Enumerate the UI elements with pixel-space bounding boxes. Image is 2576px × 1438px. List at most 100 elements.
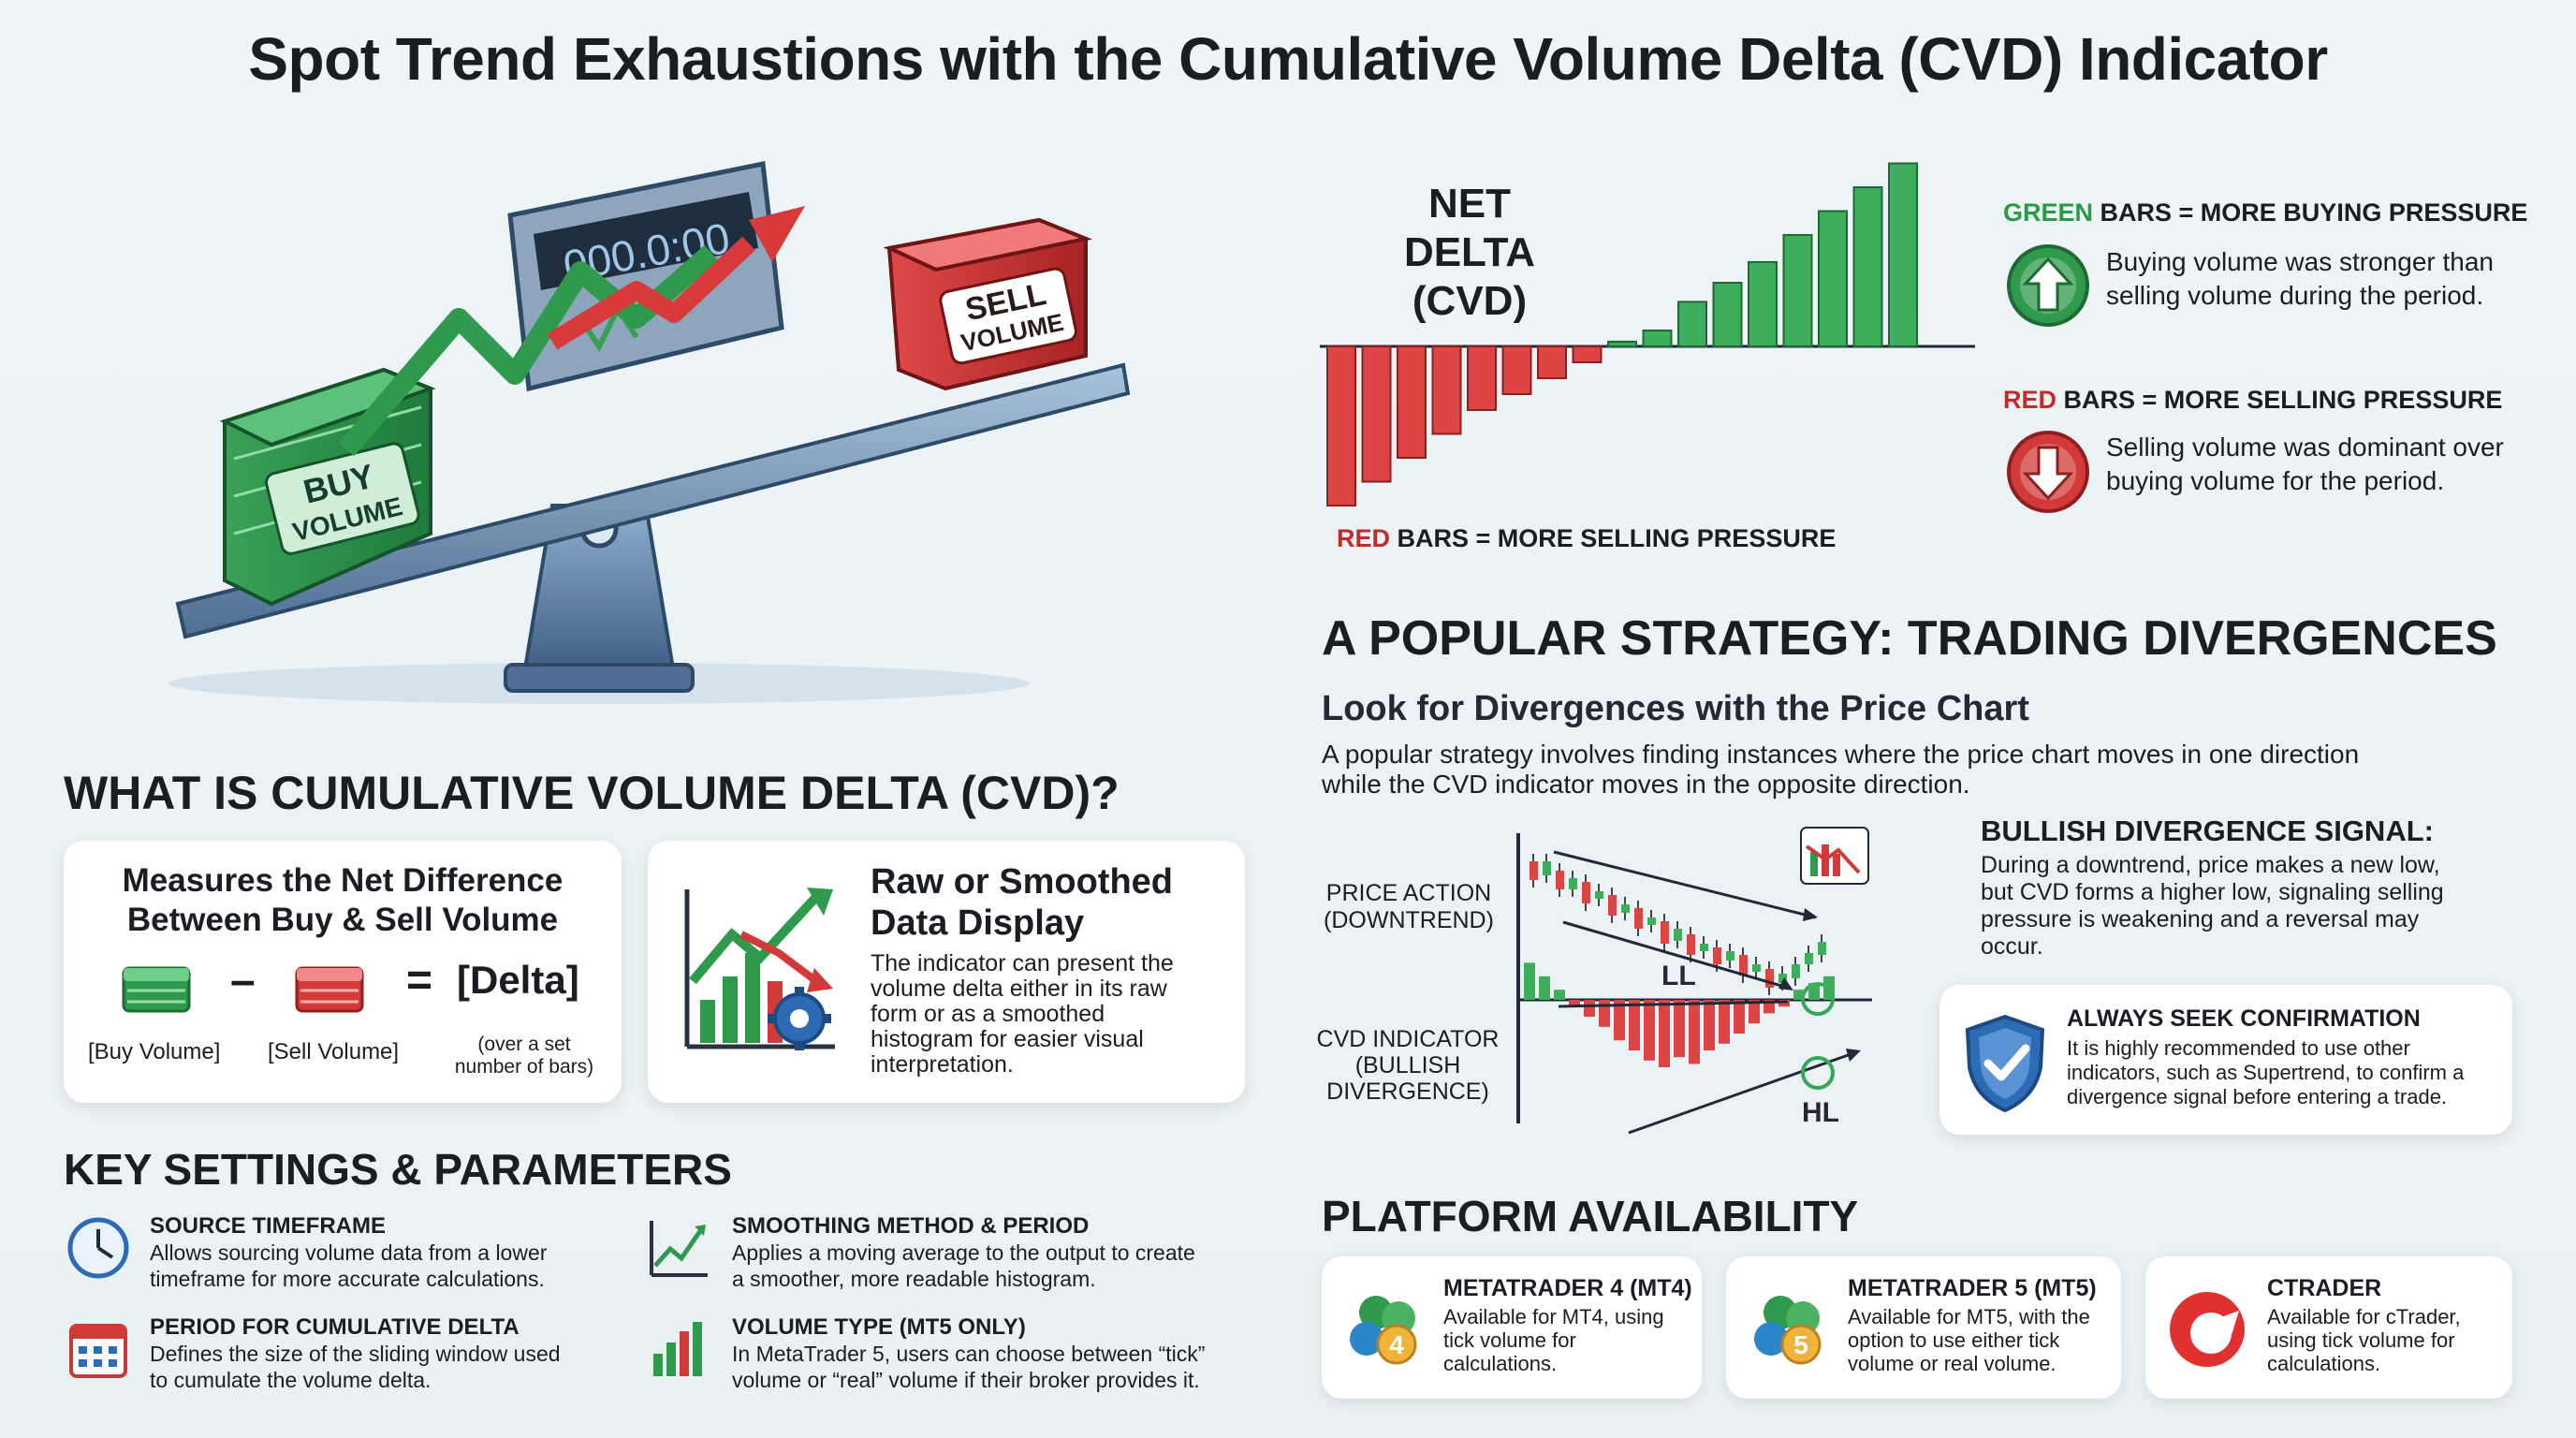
cvd-mini-bar (1823, 976, 1835, 1000)
sell-volume-stack: SELL VOLUME (883, 217, 1092, 391)
setting-period: PERIOD FOR CUMULATIVE DELTA Defines the … (150, 1314, 561, 1392)
down-trend-icon (1800, 827, 1869, 885)
cvd-indicator-label: CVD INDICATOR (BULLISH DIVERGENCE) (1316, 1026, 1500, 1105)
trend-line-icon (650, 1221, 708, 1277)
cvd-mini-bar (1644, 1000, 1655, 1061)
cvd-bar (1361, 345, 1392, 483)
equals-sign: = (406, 956, 433, 1005)
setting-volume-type: VOLUME TYPE (MT5 ONLY) In MetaTrader 5, … (732, 1314, 1206, 1392)
bullish-divergence-text: BULLISH DIVERGENCE SIGNAL: During a down… (1981, 814, 2444, 960)
cvd-bar (1572, 345, 1603, 363)
net-delta-chart (1320, 162, 1975, 506)
buy-money-icon (122, 966, 191, 1013)
price-candle (1739, 955, 1748, 976)
cvd-mini-bar (1808, 983, 1820, 1000)
cvd-bar (1677, 301, 1707, 347)
cvd-bar (1467, 345, 1497, 411)
settings-heading: KEY SETTINGS & PARAMETERS (64, 1145, 732, 1194)
platform-heading: PLATFORM AVAILABILITY (1322, 1192, 1859, 1240)
minus-sign: – (230, 956, 256, 1005)
price-candle (1674, 929, 1682, 941)
calendar-icon (69, 1324, 127, 1378)
price-candle (1569, 878, 1577, 889)
cvd-bar (1326, 345, 1356, 506)
svg-text:5: 5 (1793, 1330, 1808, 1359)
cvd-bar (1782, 234, 1813, 347)
metatrader5-logo-icon: 5 (1754, 1296, 1822, 1365)
ctrader-logo-icon (2170, 1292, 2245, 1367)
cvd-mini-bar (1584, 1000, 1595, 1017)
cvd-mini-bar (1734, 1000, 1745, 1034)
price-candle (1765, 969, 1774, 988)
setting-source-timeframe: SOURCE TIMEFRAME Allows sourcing volume … (150, 1213, 548, 1291)
svg-text:LL: LL (1661, 961, 1696, 991)
cvd-mini-bar (1629, 1000, 1640, 1050)
price-candle (1752, 964, 1761, 972)
green-legend-heading: GREEN BARS = MORE BUYING PRESSURE (2003, 198, 2528, 227)
platform-card-ctrader: CTRADER Available for cTrader, using tic… (2145, 1256, 2512, 1399)
net-delta-title: NET DELTA (CVD) (1403, 181, 1536, 324)
bar-chart-icon (653, 1322, 702, 1376)
cvd-mini-bar (1539, 976, 1550, 1000)
sell-money-icon (295, 966, 364, 1013)
cvd-mini-bar (1778, 1000, 1790, 1007)
price-candle (1582, 882, 1590, 903)
price-candle (1621, 904, 1630, 913)
price-candle (1608, 895, 1617, 916)
net-difference-card: Measures the Net Difference Between Buy … (64, 841, 622, 1103)
setting-smoothing: SMOOTHING METHOD & PERIOD Applies a movi… (732, 1213, 1195, 1291)
buy-caption: [Buy Volume] (88, 1039, 221, 1064)
shield-check-icon (1965, 1014, 2045, 1113)
cvd-mini-bar (1719, 1000, 1730, 1044)
divergence-chart: LL HL (1516, 833, 1872, 1135)
cvd-bar (1642, 330, 1673, 347)
price-candle (1805, 953, 1813, 964)
cvd-mini-bar (1689, 1000, 1700, 1064)
cvd-mini-bar (1659, 1000, 1670, 1067)
cvd-bar (1748, 260, 1778, 347)
strategy-body: A popular strategy involves finding inst… (1322, 740, 2360, 799)
platform-card-mt4: 4 METATRADER 4 (MT4) Available for MT4, … (1322, 1256, 1702, 1399)
price-candle (1556, 871, 1564, 889)
cvd-bar (1397, 345, 1427, 459)
raw-smoothed-title: Raw or Smoothed Data Display (871, 862, 1174, 943)
cvd-mini-bar (1524, 962, 1535, 1000)
cvd-bar (1501, 345, 1532, 395)
cvd-mini-bar (1554, 990, 1565, 1000)
strategy-heading: A POPULAR STRATEGY: TRADING DIVERGENCES (1322, 611, 2497, 666)
clock-icon (67, 1217, 129, 1279)
price-candle (1726, 951, 1734, 961)
metatrader4-logo-icon: 4 (1350, 1296, 1417, 1365)
price-candle (1530, 861, 1538, 880)
cvd-bar (1888, 162, 1918, 347)
timer-monitor: 000.0:00 (507, 161, 784, 392)
cvd-mini-bar (1674, 1000, 1685, 1058)
net-delta-footer: RED BARS = MORE SELLING PRESSURE (1337, 524, 1837, 552)
cvd-bar (1431, 345, 1462, 435)
down-arrow-icon (2007, 431, 2089, 513)
cvd-bar (1537, 345, 1567, 379)
cvd-bar (1818, 210, 1848, 347)
price-action-label: PRICE ACTION (DOWNTREND) (1324, 880, 1494, 933)
red-legend-desc: Selling volume was dominant over buying … (2106, 433, 2504, 495)
up-arrow-icon (2007, 244, 2089, 327)
cvd-bar (1607, 340, 1637, 347)
what-is-heading: WHAT IS CUMULATIVE VOLUME DELTA (CVD)? (64, 767, 1120, 819)
cvd-bar (1712, 282, 1743, 347)
green-legend-desc: Buying volume was stronger than selling … (2106, 247, 2494, 310)
price-candle (1687, 934, 1695, 955)
page-title: Spot Trend Exhaustions with the Cumulati… (248, 25, 2328, 93)
price-candle (1700, 944, 1708, 951)
cvd-mini-bar (1749, 1000, 1760, 1024)
delta-label: [Delta] (457, 958, 579, 1002)
red-legend-heading: RED BARS = MORE SELLING PRESSURE (2003, 386, 2503, 414)
platform-card-mt5: 5 METATRADER 5 (MT5) Available for MT5, … (1726, 1256, 2121, 1399)
raw-smoothed-body: The indicator can present the volume del… (871, 950, 1174, 1078)
scale-illustration: BUY VOLUME SELL VOLUME 000.0:00 (168, 161, 1131, 704)
cvd-mini-bar (1569, 1000, 1580, 1007)
price-candle (1792, 964, 1800, 978)
price-candle (1647, 917, 1656, 925)
cvd-mini-bar (1614, 1000, 1625, 1041)
strategy-subheading: Look for Divergences with the Price Char… (1322, 689, 2029, 728)
buy-volume-stack: BUY VOLUME (219, 367, 436, 607)
